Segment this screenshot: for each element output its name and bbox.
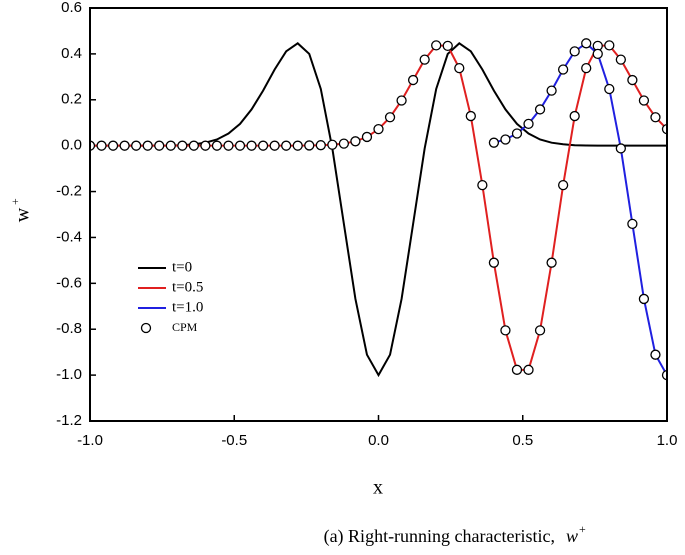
marker <box>650 349 661 360</box>
x-tick-label: 0.5 <box>512 432 533 449</box>
marker <box>650 112 661 123</box>
marker <box>350 136 361 147</box>
marker <box>581 38 592 49</box>
marker <box>546 85 557 96</box>
marker <box>523 364 534 375</box>
marker <box>661 369 667 381</box>
y-tick-label: -0.4 <box>56 228 82 245</box>
marker <box>500 325 511 336</box>
marker <box>500 134 511 145</box>
marker <box>534 104 546 115</box>
marker <box>627 218 638 230</box>
marker <box>304 140 315 151</box>
marker <box>96 140 107 151</box>
y-axis-label-sup: + <box>8 198 22 205</box>
x-tick-label: -1.0 <box>77 432 103 449</box>
marker <box>454 62 465 74</box>
y-tick-label: -1.0 <box>56 366 82 383</box>
marker <box>384 112 396 123</box>
marker <box>315 140 326 151</box>
marker <box>211 140 223 151</box>
y-tick-label: 0.4 <box>61 45 82 62</box>
marker <box>223 140 234 151</box>
caption-sup: + <box>579 522 586 536</box>
marker <box>477 179 488 191</box>
caption-var: w <box>566 526 578 546</box>
legend-label: t=1.0 <box>172 299 203 315</box>
y-tick-label: 0.6 <box>61 0 82 16</box>
marker <box>511 364 523 375</box>
marker <box>177 140 188 151</box>
marker <box>511 128 523 139</box>
marker <box>581 62 592 74</box>
marker <box>154 140 165 151</box>
marker <box>638 293 650 305</box>
plot-area <box>90 38 667 381</box>
caption: (a) Right-running characteristic, <box>324 526 555 547</box>
y-tick-label: 0.0 <box>61 137 82 154</box>
x-axis-label: x <box>373 477 383 499</box>
marker <box>407 74 419 86</box>
marker <box>361 131 373 143</box>
marker <box>557 179 569 191</box>
marker <box>119 140 130 151</box>
marker <box>615 54 626 65</box>
marker <box>200 140 211 151</box>
x-tick-label: -0.5 <box>221 432 247 449</box>
y-tick-label: 0.2 <box>61 91 82 108</box>
marker <box>373 123 384 135</box>
marker <box>269 140 280 151</box>
marker <box>638 95 650 106</box>
marker <box>442 40 453 52</box>
marker <box>431 40 442 51</box>
legend-label: t=0.5 <box>172 279 203 295</box>
marker <box>246 140 257 151</box>
marker <box>90 140 96 151</box>
marker <box>615 143 626 154</box>
marker <box>465 110 476 122</box>
marker <box>569 110 580 122</box>
marker <box>327 139 338 150</box>
marker <box>419 54 430 65</box>
marker <box>523 118 534 130</box>
y-axis-label: w + <box>8 198 34 222</box>
x-tick-label: 1.0 <box>657 432 678 449</box>
marker <box>142 140 153 151</box>
marker <box>281 140 292 151</box>
marker <box>292 140 303 151</box>
y-tick-label: -0.2 <box>56 183 82 200</box>
marker <box>188 140 200 151</box>
marker <box>534 325 546 336</box>
marker <box>627 74 638 86</box>
marker <box>569 46 580 57</box>
marker <box>546 257 557 268</box>
y-tick-label: -0.6 <box>56 274 82 291</box>
marker <box>604 40 615 51</box>
x-tick-label: 0.0 <box>368 432 389 449</box>
marker <box>165 140 176 151</box>
legend-label: t=0 <box>172 259 192 275</box>
marker <box>661 123 667 135</box>
marker <box>234 140 246 151</box>
marker <box>257 140 269 151</box>
y-tick-label: -0.8 <box>56 320 82 337</box>
marker <box>488 257 500 268</box>
legend-swatch <box>140 322 152 334</box>
marker <box>557 64 569 75</box>
legend-label: CPM <box>172 320 198 334</box>
marker <box>396 95 407 106</box>
plot-frame <box>89 7 668 422</box>
y-tick-label: -1.2 <box>56 412 82 429</box>
marker <box>604 83 615 95</box>
marker <box>107 140 119 151</box>
marker <box>131 140 142 151</box>
series-line <box>493 42 667 376</box>
marker <box>488 137 500 148</box>
y-axis-label-base: w <box>12 207 34 222</box>
marker <box>338 138 350 149</box>
marker <box>592 48 603 60</box>
